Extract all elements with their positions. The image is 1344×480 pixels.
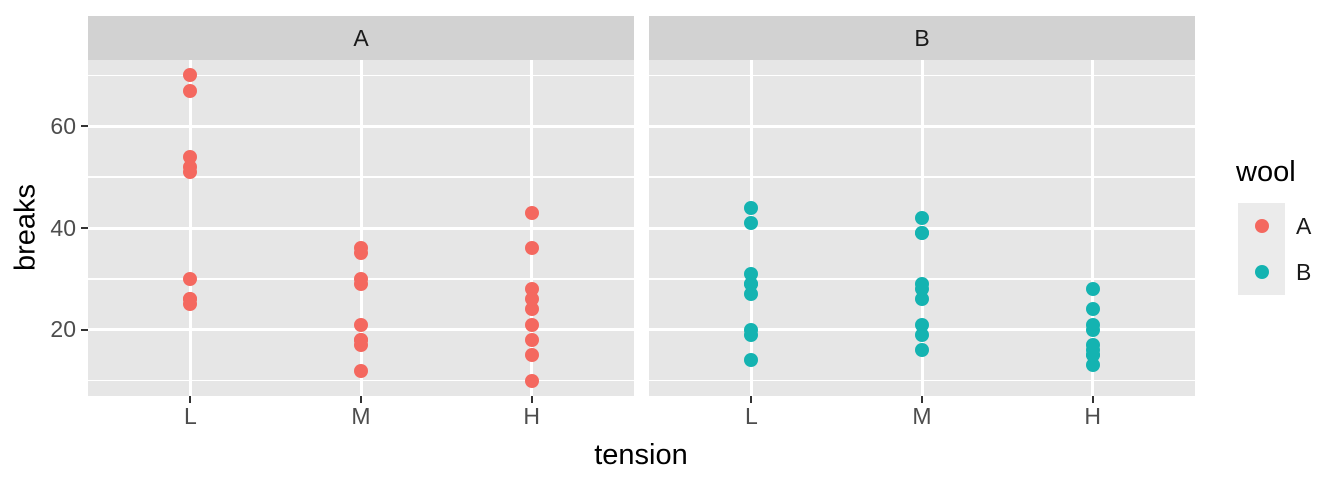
y-tick-label: 40: [50, 214, 76, 241]
x-axis-title: tension: [594, 439, 688, 471]
x-tick-label: L: [183, 403, 197, 429]
data-point: [524, 302, 539, 317]
data-point: [915, 210, 929, 225]
legend-key: [1238, 249, 1285, 295]
facet-panel: [88, 60, 634, 396]
facet-strip-label: B: [914, 24, 930, 51]
legend-key: [1238, 203, 1285, 249]
x-tick-mark: [189, 396, 192, 403]
data-point: [744, 215, 759, 230]
data-point: [744, 287, 759, 302]
data-point: [524, 348, 539, 363]
data-point: [744, 322, 759, 337]
x-tick-label: M: [912, 403, 932, 429]
data-point: [1085, 358, 1100, 373]
data-point: [183, 68, 198, 83]
facet-strip-label: A: [353, 24, 369, 51]
gridline-major-x: [530, 60, 534, 396]
x-tick-mark: [921, 396, 923, 403]
data-point: [1085, 282, 1100, 297]
data-point: [915, 277, 929, 291]
y-tick-label: 60: [50, 112, 76, 139]
x-tick-mark: [750, 396, 753, 403]
data-point: [1085, 343, 1100, 358]
y-tick-mark: [81, 125, 88, 128]
legend-point-icon: [1254, 265, 1269, 279]
x-tick-label: M: [351, 403, 371, 429]
data-point: [744, 266, 759, 281]
legend-point-icon: [1254, 219, 1269, 233]
x-tick-label: H: [523, 403, 540, 429]
data-point: [183, 83, 198, 98]
legend-label: B: [1296, 258, 1312, 285]
facet-strip: B: [649, 16, 1195, 60]
data-point: [524, 317, 539, 332]
data-point: [524, 205, 539, 220]
data-point: [183, 292, 198, 307]
facet-panel: [649, 60, 1195, 396]
data-point: [915, 317, 929, 332]
data-point: [354, 363, 368, 378]
data-point: [915, 292, 929, 307]
y-tick-mark: [81, 328, 88, 331]
data-point: [183, 271, 198, 286]
data-point: [354, 333, 368, 347]
data-point: [915, 226, 929, 241]
gridline-major-x: [359, 60, 363, 396]
data-point: [524, 373, 539, 388]
data-point: [744, 353, 759, 368]
data-point: [524, 333, 539, 347]
legend-title: wool: [1236, 156, 1296, 188]
data-point: [354, 317, 368, 332]
data-point: [524, 241, 539, 256]
data-point: [524, 292, 539, 307]
data-point: [354, 241, 368, 256]
data-point: [744, 200, 759, 215]
x-tick-label: H: [1084, 403, 1101, 429]
legend-label: A: [1296, 212, 1312, 239]
x-tick-label: L: [744, 403, 758, 429]
x-tick-mark: [360, 396, 362, 403]
y-tick-label: 20: [50, 316, 76, 343]
x-tick-mark: [530, 396, 533, 403]
facet-strip: A: [88, 16, 634, 60]
y-axis-title: breaks: [9, 183, 42, 272]
data-point: [183, 165, 198, 179]
y-tick-mark: [81, 227, 88, 229]
data-point: [354, 271, 368, 286]
data-point: [1085, 302, 1100, 317]
gridline-major-x: [1091, 60, 1095, 396]
data-point: [1085, 317, 1100, 332]
data-point: [915, 343, 929, 358]
x-tick-mark: [1091, 396, 1094, 403]
gridline-major-x: [188, 60, 192, 396]
